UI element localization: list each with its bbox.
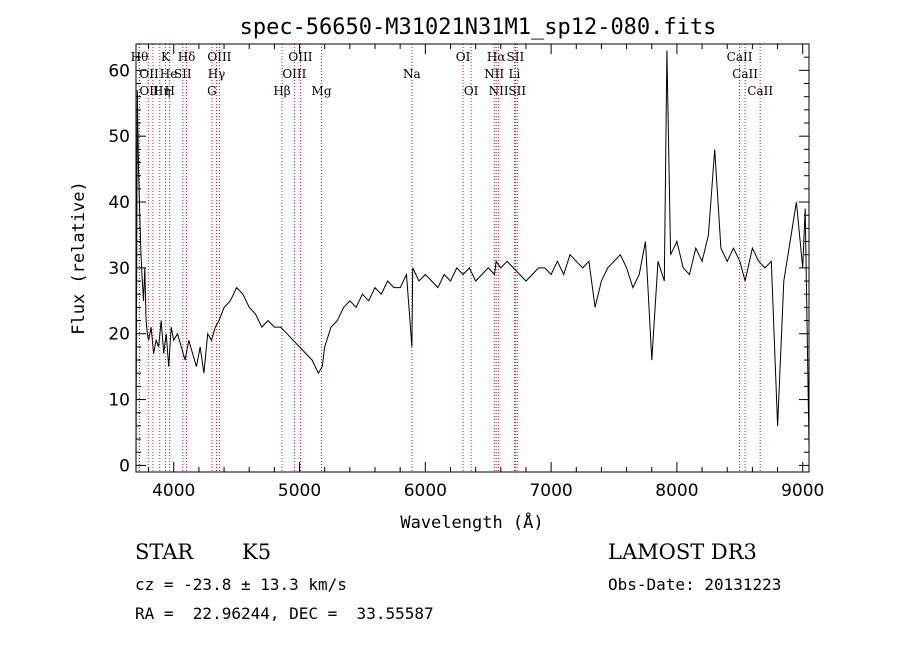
line-label: OI	[464, 84, 479, 98]
line-label: OIII	[288, 50, 312, 64]
line-label: OIII	[282, 67, 306, 81]
line-label: OI	[456, 50, 471, 64]
line-label: CaII	[732, 67, 758, 81]
x-tick-label: 9000	[781, 481, 824, 501]
subclass: K5	[242, 540, 272, 564]
line-label: Hη	[153, 84, 171, 98]
line-label: SII	[507, 50, 525, 64]
x-ticks: 4000 5000 6000 7000 8000 9000	[148, 44, 824, 501]
line-label: Li	[508, 67, 520, 81]
line-label: OII	[139, 67, 159, 81]
line-label: H	[164, 84, 174, 98]
y-axis-label: Flux (relative)	[69, 181, 89, 335]
line-label: NII	[489, 84, 509, 98]
chart-title: spec-56650-M31021N31M1_sp12-080.fits	[240, 15, 717, 40]
y-tick-label: 50	[108, 127, 130, 147]
line-label: Mg	[312, 84, 332, 98]
survey-label: LAMOST DR3	[608, 540, 757, 564]
line-markers	[138, 44, 761, 472]
line-label: Hβ	[273, 84, 290, 98]
y-ticks: 0 10 20 30 40 50 60	[108, 56, 809, 476]
line-label: Hα	[487, 50, 506, 64]
line-label: CaII	[747, 84, 773, 98]
line-label: K	[161, 50, 171, 64]
line-label: CaII	[727, 50, 753, 64]
redshift-cz: cz = -23.8 ± 13.3 km/s	[135, 575, 347, 594]
x-tick-label: 8000	[655, 481, 698, 501]
y-tick-label: 20	[108, 325, 130, 345]
y-tick-label: 10	[108, 391, 130, 411]
y-tick-label: 30	[108, 259, 130, 279]
y-tick-label: 60	[108, 61, 130, 81]
line-label: Na	[403, 67, 421, 81]
obs-date: Obs-Date: 20131223	[608, 575, 782, 594]
line-label: OII	[139, 84, 159, 98]
x-axis-label: Wavelength (Å)	[400, 511, 543, 533]
x-tick-label: 5000	[278, 481, 321, 501]
y-tick-label: 0	[119, 456, 130, 476]
line-label: G	[207, 84, 217, 98]
y-tick-label: 40	[108, 193, 130, 213]
x-tick-label: 7000	[529, 481, 572, 501]
line-label: SII	[174, 67, 192, 81]
line-label: He	[160, 67, 178, 81]
line-label: Hδ	[178, 50, 196, 64]
line-label: NII	[484, 67, 504, 81]
coordinates: RA = 22.96244, DEC = 33.55587	[135, 604, 434, 623]
object-type: STAR	[135, 540, 194, 564]
plot-frame	[135, 43, 810, 473]
spectrum-line	[135, 50, 810, 466]
x-tick-label: 4000	[152, 481, 195, 501]
line-label: SII	[508, 84, 526, 98]
line-label: Hγ	[208, 67, 226, 81]
line-label: OIII	[207, 50, 231, 64]
x-tick-label: 6000	[404, 481, 447, 501]
